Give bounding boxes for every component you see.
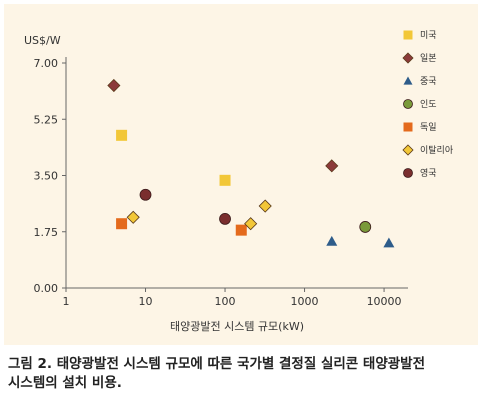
legend-marker-4: [403, 122, 413, 132]
data-point-series-1-point-1: [325, 159, 339, 173]
y-tick-label: 0.00: [34, 282, 59, 295]
x-tick-label: 10000: [367, 295, 402, 308]
data-point-series-4-point-0: [116, 218, 128, 230]
chart-figure: 0.00 1.75 3.50 5.25 7.00 1 10 100 1000 10000 US$/W…: [4, 4, 478, 345]
y-tick-label: 7.00: [34, 57, 59, 70]
x-tick-label: 10: [139, 295, 153, 308]
legend-label-3: 인도: [420, 99, 437, 110]
legend-marker-6: [403, 168, 413, 178]
legend-marker-1: [402, 52, 414, 64]
x-tick-label: 100: [215, 295, 236, 308]
data-point-series-4-point-1: [235, 224, 247, 236]
legend-label-4: 독일: [420, 122, 437, 133]
legend-label-0: 미국: [420, 30, 437, 41]
legend-marker-5: [402, 144, 414, 156]
data-point-series-5-point-2: [258, 199, 272, 213]
data-point-series-6-point-0: [139, 188, 152, 201]
legend-label-5: 이탈리아: [420, 145, 454, 156]
x-axis-label: 태양광발전 시스템 규모(kW): [170, 320, 304, 333]
y-tick-label: 3.50: [34, 170, 59, 183]
x-tick-label: 1000: [291, 295, 319, 308]
data-point-series-0-point-0: [116, 129, 128, 141]
x-tick-label: 1: [63, 295, 70, 308]
y-tick-label: 1.75: [34, 226, 59, 239]
legend-marker-2: [403, 76, 413, 85]
data-point-series-2-point-0: [326, 235, 338, 246]
data-point-series-6-point-1: [219, 212, 231, 225]
data-point-series-0-point-1: [219, 174, 231, 186]
y-tick-label: 5.25: [34, 113, 59, 126]
scatter-chart: 0.00 1.75 3.50 5.25 7.00 1 10 100 1000 10000 US$/W…: [24, 30, 454, 333]
figure-caption: 그림 2. 태양광발전 시스템 규모에 따른 국가별 결정질 실리콘 태양광발전…: [8, 355, 482, 393]
caption-line-2: 시스템의 설치 비용.: [8, 375, 122, 391]
legend-marker-0: [403, 30, 413, 40]
legend-label-6: 영국: [420, 168, 437, 179]
data-point-series-2-point-1: [383, 237, 395, 248]
legend-label-2: 중국: [420, 76, 437, 87]
legend-marker-3: [403, 99, 413, 109]
data-point-series-3-point-0: [359, 221, 372, 233]
data-point-series-1-point-0: [107, 78, 121, 93]
data-point-series-5-point-0: [126, 210, 140, 224]
y-axis-label: US$/W: [24, 34, 61, 47]
legend-label-1: 일본: [420, 53, 437, 64]
caption-line-1: 그림 2. 태양광발전 시스템 규모에 따른 국가별 결정질 실리콘 태양광발전: [8, 356, 426, 372]
data-point-series-5-point-1: [244, 217, 258, 231]
